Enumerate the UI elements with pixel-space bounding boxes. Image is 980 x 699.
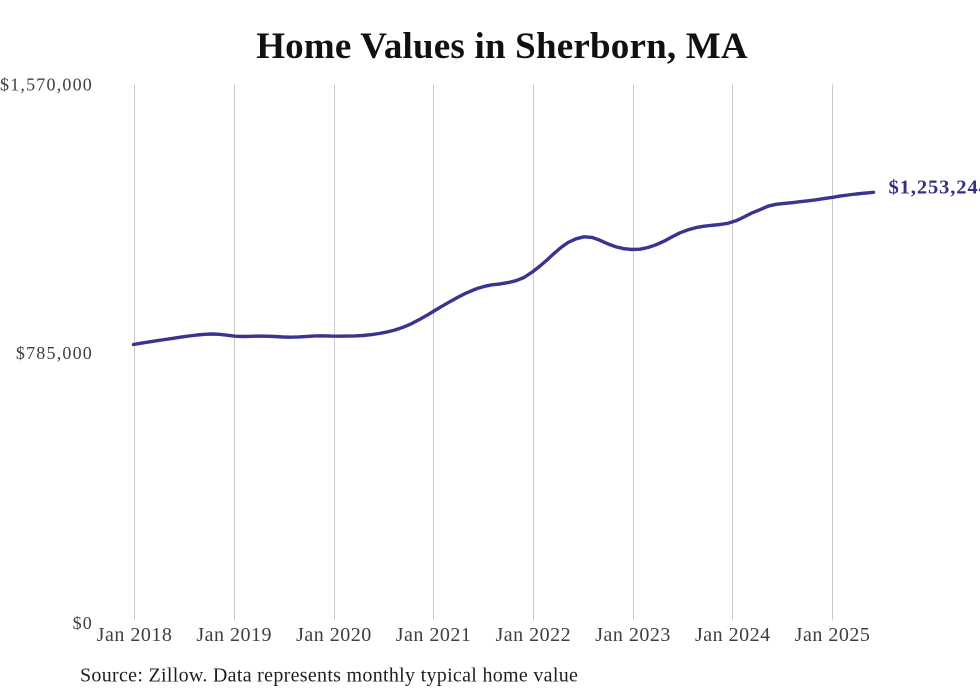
svg-text:Jan 2021: Jan 2021 [396, 624, 472, 646]
svg-text:Home Values in Sherborn, MA: Home Values in Sherborn, MA [256, 26, 748, 67]
svg-text:Jan 2024: Jan 2024 [695, 624, 771, 646]
svg-text:Jan 2020: Jan 2020 [296, 624, 372, 646]
svg-text:$785,000: $785,000 [16, 343, 93, 363]
svg-text:$0: $0 [73, 613, 93, 633]
svg-text:$1,253,244: $1,253,244 [889, 177, 980, 199]
svg-text:Jan 2022: Jan 2022 [495, 624, 571, 646]
svg-text:Source: Zillow. Data represent: Source: Zillow. Data represents monthly … [80, 665, 578, 687]
svg-text:Jan 2025: Jan 2025 [795, 624, 871, 646]
svg-text:Jan 2018: Jan 2018 [97, 624, 173, 646]
svg-text:$1,570,000: $1,570,000 [0, 75, 93, 95]
svg-text:Jan 2023: Jan 2023 [595, 624, 671, 646]
svg-text:Jan 2019: Jan 2019 [196, 624, 272, 646]
